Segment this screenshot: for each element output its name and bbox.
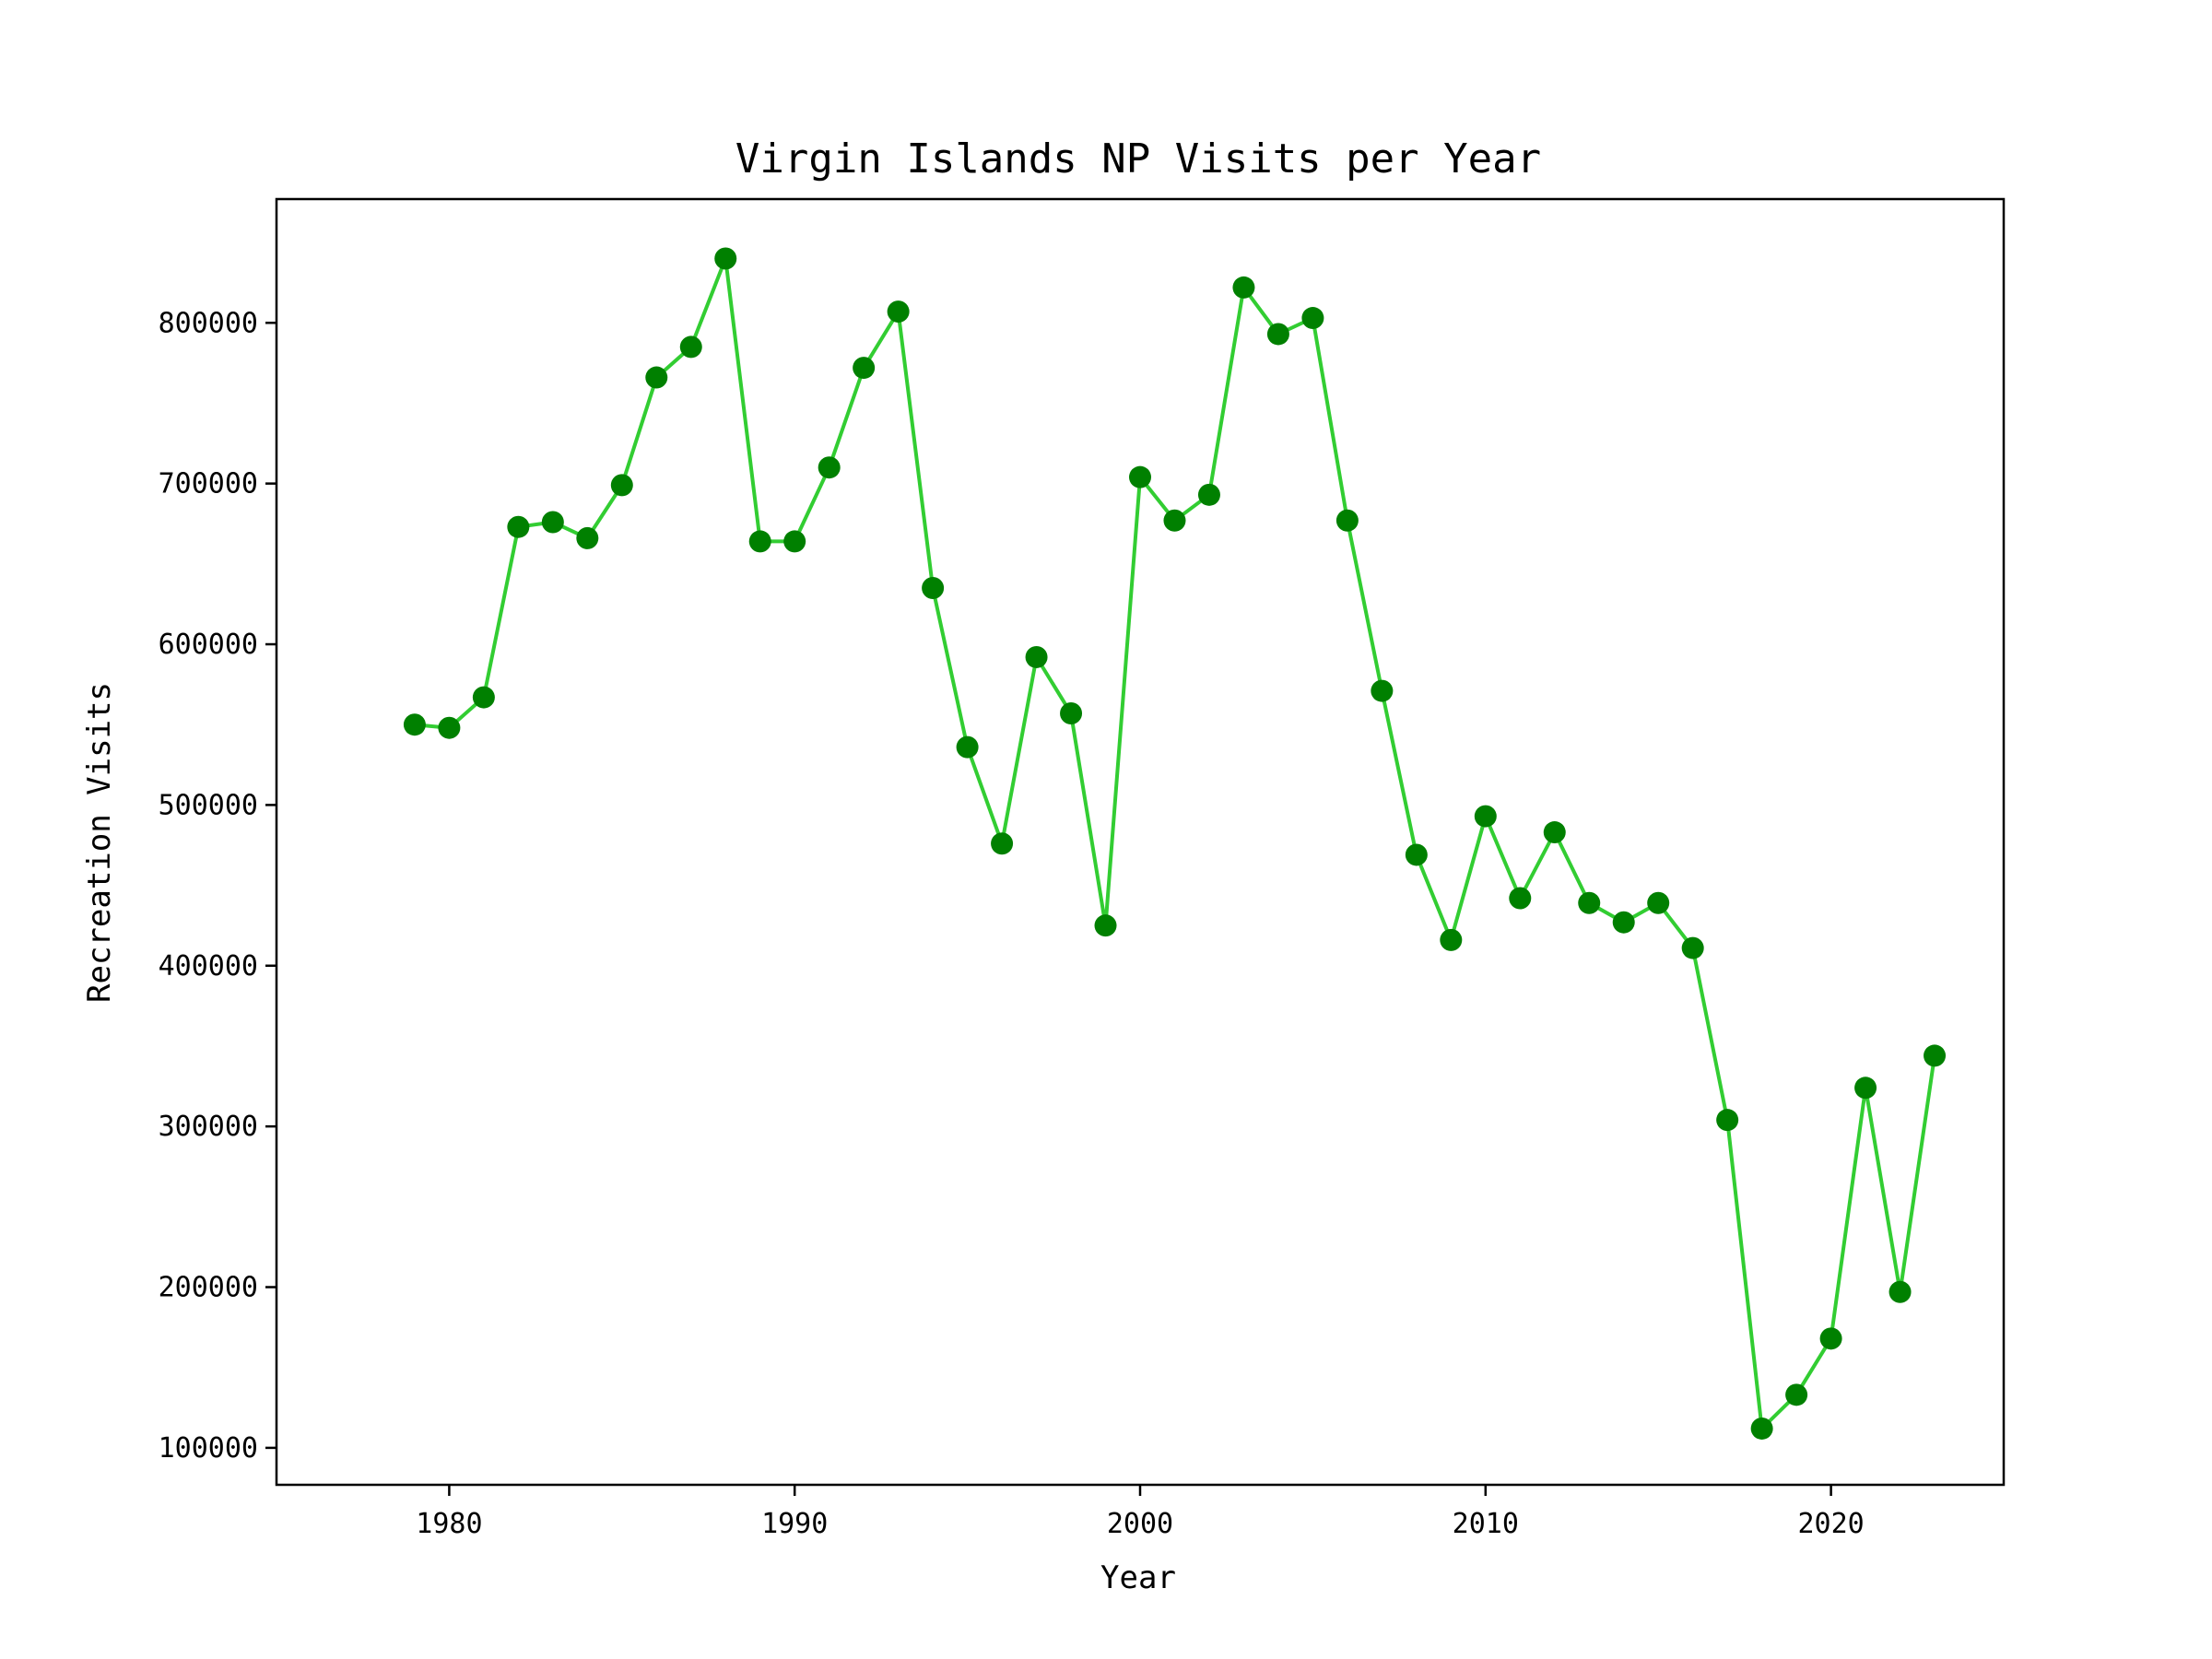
x-axis-label: Year bbox=[1100, 1559, 1176, 1596]
data-point bbox=[1474, 805, 1497, 828]
data-point bbox=[853, 357, 876, 380]
series-line bbox=[414, 256, 1936, 1430]
data-point bbox=[714, 247, 737, 270]
data-point bbox=[922, 576, 945, 599]
data-point bbox=[1785, 1383, 1808, 1406]
data-point bbox=[610, 474, 633, 497]
x-tick-label: 1980 bbox=[416, 1508, 482, 1540]
data-point bbox=[1888, 1280, 1912, 1303]
y-tick-label: 500000 bbox=[159, 789, 258, 821]
data-point bbox=[1612, 911, 1635, 934]
data-point bbox=[1094, 914, 1117, 937]
x-tick-label: 1990 bbox=[761, 1508, 828, 1540]
data-point bbox=[887, 300, 910, 324]
data-point bbox=[783, 530, 806, 553]
data-point bbox=[1232, 276, 1255, 299]
data-point bbox=[1301, 307, 1324, 330]
data-point bbox=[991, 832, 1014, 855]
data-point bbox=[748, 530, 771, 553]
y-tick-label: 300000 bbox=[159, 1111, 258, 1143]
data-point bbox=[1681, 936, 1704, 959]
data-point bbox=[1509, 887, 1532, 910]
y-tick-label: 700000 bbox=[159, 468, 258, 500]
data-point bbox=[679, 335, 702, 359]
y-tick-label: 100000 bbox=[159, 1432, 258, 1465]
data-point bbox=[576, 526, 599, 549]
data-point bbox=[1025, 645, 1048, 668]
data-point bbox=[1578, 891, 1601, 914]
data-point bbox=[507, 515, 530, 538]
data-point bbox=[403, 713, 426, 736]
y-tick-label: 400000 bbox=[159, 950, 258, 982]
chart-title: Virgin Islands NP Visits per Year bbox=[735, 135, 1541, 182]
data-point bbox=[1129, 465, 1151, 488]
data-point bbox=[1405, 843, 1428, 866]
data-point bbox=[1371, 679, 1394, 702]
data-point bbox=[472, 686, 495, 709]
y-axis-label: Recreation Visits bbox=[81, 682, 118, 1003]
data-point bbox=[1335, 509, 1359, 532]
data-point bbox=[956, 735, 979, 759]
data-point bbox=[1924, 1044, 1947, 1067]
data-point bbox=[1197, 483, 1220, 506]
x-tick-label: 2020 bbox=[1797, 1508, 1864, 1540]
data-point bbox=[1440, 928, 1463, 951]
data-point bbox=[1647, 891, 1670, 914]
data-series bbox=[403, 247, 1947, 1440]
x-tick-label: 2000 bbox=[1107, 1508, 1173, 1540]
data-point bbox=[1543, 821, 1566, 844]
x-axis: 1980 1990 2000 2010 2020 bbox=[416, 1485, 1865, 1540]
data-point bbox=[1854, 1077, 1877, 1100]
data-point bbox=[1163, 509, 1186, 532]
y-tick-label: 800000 bbox=[159, 307, 258, 339]
data-point bbox=[818, 456, 841, 479]
y-tick-label: 600000 bbox=[159, 629, 258, 661]
data-point bbox=[645, 366, 668, 389]
data-point bbox=[1750, 1417, 1773, 1440]
y-tick-label: 200000 bbox=[159, 1272, 258, 1304]
data-point bbox=[1060, 702, 1083, 724]
data-point bbox=[541, 511, 564, 534]
data-point bbox=[1819, 1327, 1842, 1350]
y-axis: 100000 200000 300000 400000 500000 600000 7000… bbox=[159, 307, 276, 1465]
x-tick-label: 2010 bbox=[1453, 1508, 1519, 1540]
plot-area-frame bbox=[275, 197, 2006, 1487]
data-point bbox=[438, 716, 461, 739]
data-point bbox=[1266, 323, 1289, 346]
data-point bbox=[1716, 1109, 1739, 1132]
